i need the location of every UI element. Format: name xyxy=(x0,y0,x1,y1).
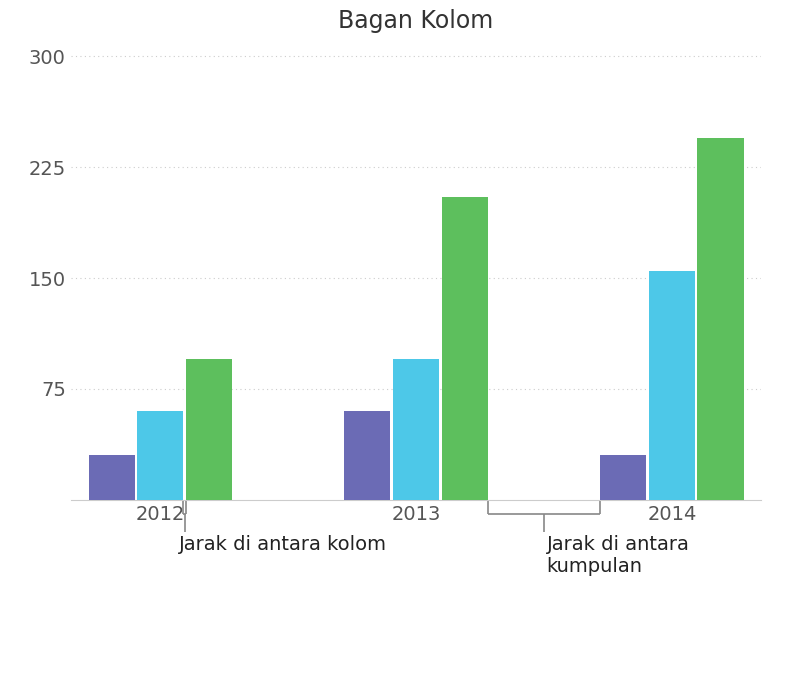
Text: Jarak di antara kolom: Jarak di antara kolom xyxy=(180,535,387,554)
Bar xyxy=(698,137,743,500)
Bar xyxy=(89,455,134,500)
Bar xyxy=(345,411,390,500)
Text: Jarak di antara
kumpulan: Jarak di antara kumpulan xyxy=(546,535,689,576)
Title: Bagan Kolom: Bagan Kolom xyxy=(338,9,494,33)
Bar xyxy=(442,197,487,500)
Bar xyxy=(601,455,646,500)
Bar xyxy=(649,271,695,500)
Bar xyxy=(393,359,439,500)
Bar xyxy=(137,411,183,500)
Bar xyxy=(186,359,232,500)
